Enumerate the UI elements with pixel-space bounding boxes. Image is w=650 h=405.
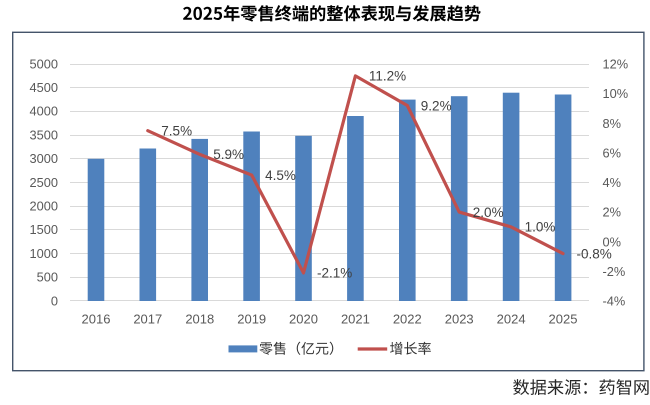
svg-text:2024: 2024 — [497, 312, 526, 327]
svg-text:2500: 2500 — [30, 175, 58, 190]
svg-text:-2%: -2% — [603, 264, 626, 279]
svg-text:6%: 6% — [603, 146, 622, 161]
svg-text:4.5%: 4.5% — [265, 168, 296, 183]
svg-text:2023: 2023 — [445, 312, 474, 327]
svg-text:-4%: -4% — [603, 294, 626, 309]
svg-text:10%: 10% — [603, 86, 629, 101]
svg-text:2016: 2016 — [82, 312, 111, 327]
svg-text:2025: 2025 — [549, 312, 578, 327]
svg-text:7.5%: 7.5% — [161, 124, 192, 139]
svg-text:2021: 2021 — [341, 312, 370, 327]
svg-text:3500: 3500 — [30, 127, 58, 142]
svg-text:11.2%: 11.2% — [369, 69, 406, 84]
svg-text:-0.8%: -0.8% — [577, 246, 612, 261]
svg-text:2000: 2000 — [30, 199, 58, 214]
svg-text:2019: 2019 — [237, 312, 266, 327]
svg-text:5.9%: 5.9% — [213, 147, 244, 162]
svg-text:0%: 0% — [603, 234, 622, 249]
svg-text:2.0%: 2.0% — [473, 205, 504, 220]
svg-text:5000: 5000 — [30, 56, 58, 71]
svg-text:-2.1%: -2.1% — [317, 266, 352, 281]
svg-text:2017: 2017 — [133, 312, 162, 327]
svg-text:3000: 3000 — [30, 151, 58, 166]
svg-text:1.0%: 1.0% — [525, 220, 556, 235]
svg-text:2%: 2% — [603, 205, 622, 220]
svg-text:4500: 4500 — [30, 80, 58, 95]
svg-text:500: 500 — [37, 270, 58, 285]
svg-text:4%: 4% — [603, 175, 622, 190]
svg-text:2018: 2018 — [185, 312, 214, 327]
svg-text:1000: 1000 — [30, 246, 58, 261]
svg-text:12%: 12% — [603, 57, 629, 72]
svg-text:1500: 1500 — [30, 222, 58, 237]
svg-text:4000: 4000 — [30, 104, 58, 119]
svg-text:2020: 2020 — [289, 312, 318, 327]
svg-text:8%: 8% — [603, 116, 622, 131]
svg-text:9.2%: 9.2% — [421, 98, 452, 113]
svg-text:2022: 2022 — [393, 312, 422, 327]
svg-text:0: 0 — [51, 293, 58, 308]
